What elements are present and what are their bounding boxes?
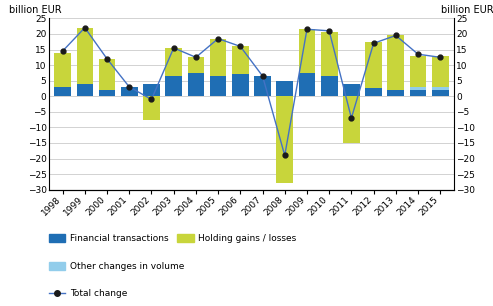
Bar [299, 73, 316, 96]
Bar [143, 84, 160, 96]
Legend: Other changes in volume: Other changes in volume [49, 262, 184, 271]
Bar [254, 76, 271, 96]
Bar [99, 90, 115, 96]
Bar [432, 87, 449, 96]
Text: billion EUR: billion EUR [9, 5, 62, 15]
Bar [232, 74, 248, 96]
Bar [321, 76, 338, 96]
Bar [432, 87, 449, 90]
Bar [165, 48, 182, 76]
Bar [277, 81, 293, 96]
Bar [76, 84, 93, 96]
Bar [432, 87, 449, 90]
Bar [165, 76, 182, 96]
Bar [210, 39, 226, 76]
Bar [76, 28, 93, 84]
Bar [54, 87, 71, 96]
Bar [410, 87, 426, 90]
Bar [432, 56, 449, 87]
Legend: Financial transactions, Holding gains / losses: Financial transactions, Holding gains / … [49, 234, 296, 243]
Bar [410, 87, 426, 90]
Bar [143, 96, 160, 120]
Text: billion EUR: billion EUR [441, 5, 493, 15]
Bar [210, 76, 226, 96]
Bar [343, 96, 360, 143]
Bar [410, 56, 426, 87]
Bar [187, 73, 204, 96]
Bar [99, 59, 115, 90]
Bar [232, 47, 248, 74]
Bar [365, 42, 382, 88]
Bar [54, 53, 71, 87]
Bar [299, 29, 316, 73]
Bar [387, 35, 404, 90]
Bar [410, 87, 426, 96]
Bar [121, 87, 138, 96]
Bar [321, 32, 338, 76]
Bar [387, 90, 404, 96]
Bar [187, 57, 204, 73]
Bar [277, 96, 293, 184]
Bar [343, 84, 360, 96]
Bar [365, 88, 382, 96]
Legend: Total change: Total change [49, 289, 127, 298]
